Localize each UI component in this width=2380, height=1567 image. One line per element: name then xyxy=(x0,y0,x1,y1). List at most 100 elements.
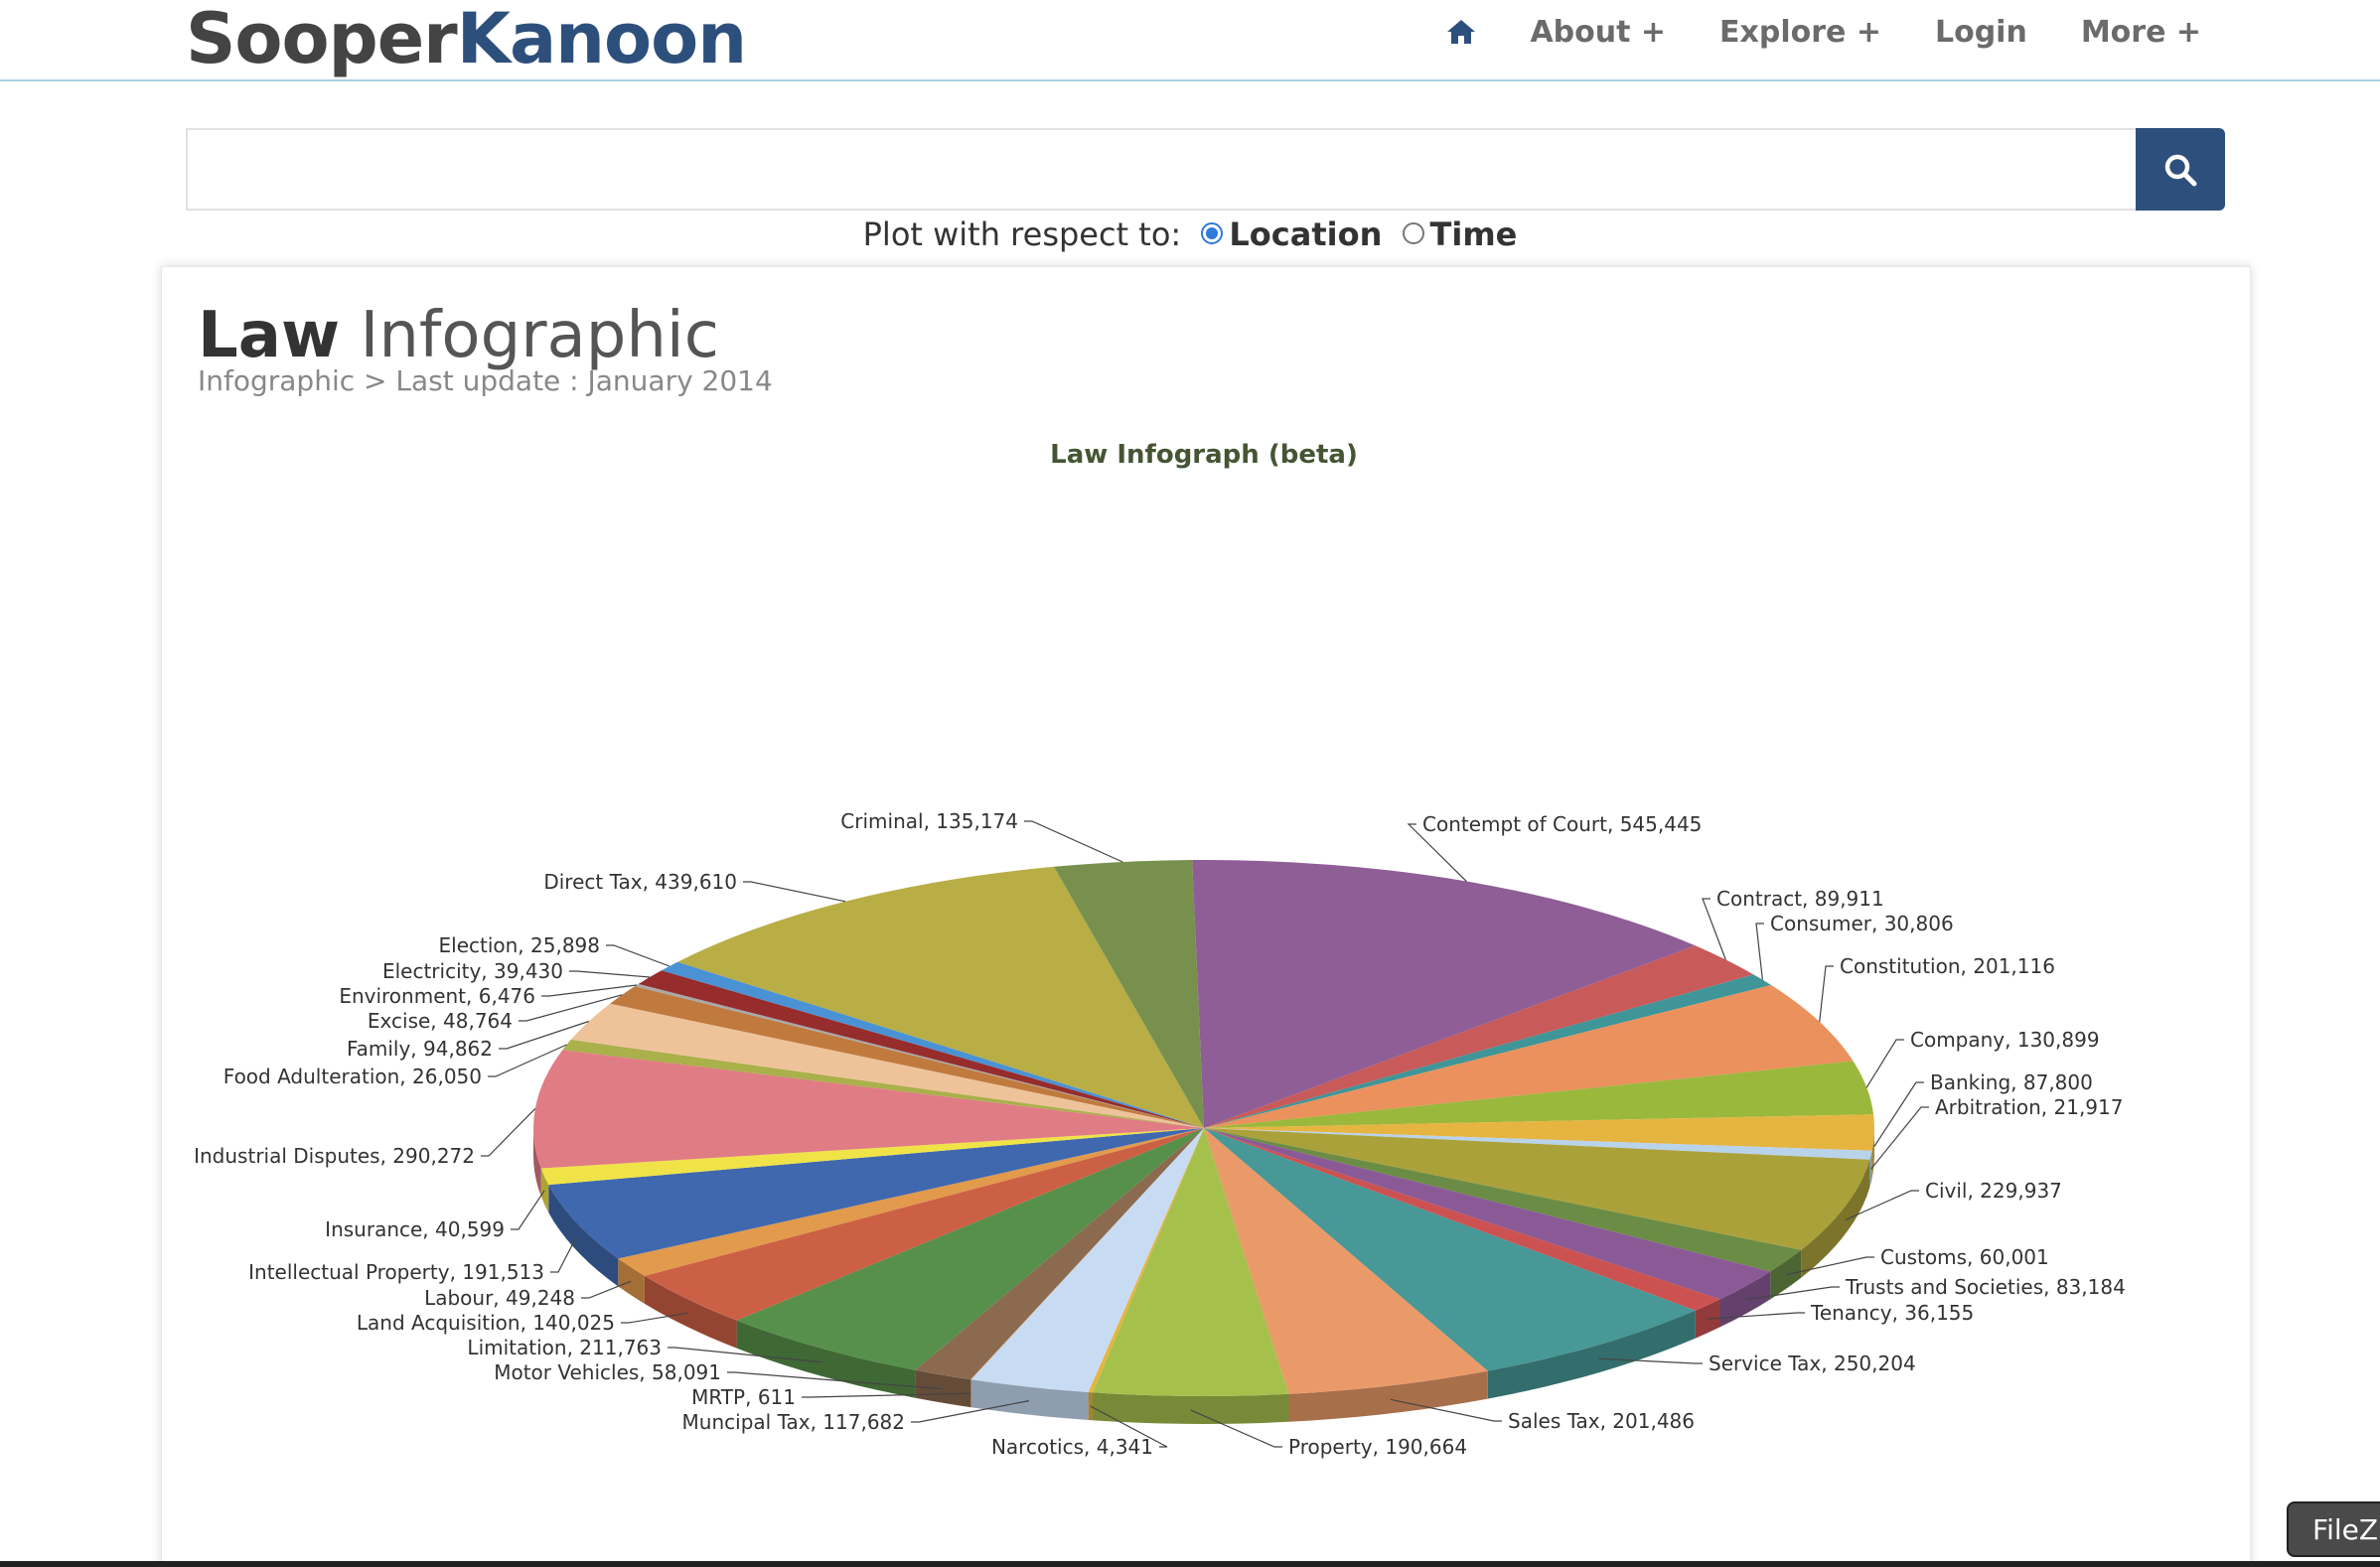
plot-label: Plot with respect to: xyxy=(862,215,1182,253)
pie-slice-constitution[interactable] xyxy=(1204,985,1854,1128)
nav-home[interactable] xyxy=(1446,14,1476,50)
pie-side-civil xyxy=(1801,1159,1870,1278)
search-button[interactable] xyxy=(2136,128,2225,211)
pie-slice-company[interactable] xyxy=(1204,1061,1874,1129)
pie-label-connector xyxy=(481,1107,536,1157)
pie-label-family: Family, 94,862 xyxy=(347,1037,493,1061)
pie-label-connector xyxy=(519,994,623,1022)
pie-slice-labour[interactable] xyxy=(618,1128,1204,1276)
nav-explore[interactable]: Explore + xyxy=(1719,14,1881,50)
pie-slice-service-tax[interactable] xyxy=(1204,1128,1696,1371)
pie-labels: Contempt of Court, 545,445 Contract, 89,9… xyxy=(194,809,2126,1459)
pie-slice-excise[interactable] xyxy=(610,986,1204,1128)
pie-slice-limitation[interactable] xyxy=(736,1128,1204,1370)
pie-label-excise: Excise, 48,764 xyxy=(368,1009,513,1033)
pie-slice-contempt-of-court[interactable] xyxy=(1192,859,1696,1128)
pie-label-customs: Customs, 60,001 xyxy=(1880,1245,2049,1269)
pie-label-insurance: Insurance, 40,599 xyxy=(325,1217,505,1241)
pie-slice-election[interactable] xyxy=(661,961,1204,1128)
pie-slice-consumer[interactable] xyxy=(1204,974,1772,1128)
pie-side-property xyxy=(1093,1392,1289,1424)
pie-label-arbitration: Arbitration, 21,917 xyxy=(1935,1095,2123,1119)
site-logo[interactable]: SooperKanoon xyxy=(186,0,747,79)
pie-slice-sales-tax[interactable] xyxy=(1204,1128,1488,1394)
page-subtitle: Infographic > Last update : January 2014 xyxy=(198,364,773,397)
logo-part-2: Kanoon xyxy=(456,0,747,79)
pie-label-company: Company, 130,899 xyxy=(1910,1028,2100,1052)
pie-label-connector xyxy=(1865,1039,1904,1088)
pie-slice-mrtp[interactable] xyxy=(970,1128,1204,1380)
pie-label-connector xyxy=(1786,1256,1874,1276)
pie-label-connector xyxy=(606,944,670,967)
pie-side-muncipal-tax xyxy=(970,1379,1089,1420)
pie-slice-arbitration[interactable] xyxy=(1204,1128,1872,1160)
pie-side-limitation xyxy=(736,1320,916,1398)
pie-side-land-acquisition xyxy=(644,1275,737,1349)
pie-label-connector xyxy=(1845,1190,1919,1221)
pie-slice-banking[interactable] xyxy=(1204,1114,1874,1151)
pie-slice-intellectual-property[interactable] xyxy=(548,1128,1204,1259)
pie-side-service-tax xyxy=(1487,1310,1696,1399)
pie-label-connector xyxy=(1390,1398,1502,1422)
time-radio[interactable] xyxy=(1402,222,1424,244)
pie-side-industrial-disputes xyxy=(533,1128,541,1197)
pie-slice-civil[interactable] xyxy=(1204,1128,1870,1250)
pie-slice-muncipal-tax[interactable] xyxy=(970,1128,1204,1392)
pie-label-trusts-and-societies: Trusts and Societies, 83,184 xyxy=(1845,1275,2126,1299)
pie-label-connector xyxy=(1870,1106,1929,1170)
pie-slice-narcotics[interactable] xyxy=(1088,1128,1204,1393)
pie-slice-tenancy[interactable] xyxy=(1204,1128,1720,1311)
pie-label-banking: Banking, 87,800 xyxy=(1930,1070,2093,1094)
plot-options: Plot with respect to: Location Time xyxy=(0,213,2380,256)
pie-slice-property[interactable] xyxy=(1093,1128,1289,1397)
location-label[interactable]: Location xyxy=(1229,215,1383,253)
chart-title: Law Infograph (beta) xyxy=(1050,440,1358,470)
pie-side-arbitration xyxy=(1869,1150,1872,1188)
location-radio[interactable] xyxy=(1201,222,1224,244)
pie-label-contract: Contract, 89,911 xyxy=(1716,887,1884,911)
pie-label-motor-vehicles: Motor Vehicles, 58,091 xyxy=(494,1360,721,1384)
nav-about[interactable]: About + xyxy=(1530,14,1667,50)
pie-label-connector xyxy=(911,1400,1030,1423)
pie-label-connector xyxy=(1755,923,1764,980)
pie-side-customs xyxy=(1770,1249,1802,1300)
search-input[interactable] xyxy=(186,128,2137,211)
nav-login[interactable]: Login xyxy=(1934,14,2027,50)
pie-label-narcotics: Narcotics, 4,341 xyxy=(991,1435,1153,1459)
pie-label-connector xyxy=(1090,1405,1168,1448)
pie-slice-food-adulteration[interactable] xyxy=(562,1039,1204,1128)
pie-label-contempt-of-court: Contempt of Court, 545,445 xyxy=(1422,812,1702,836)
pie-slice-trusts-and-societies[interactable] xyxy=(1204,1128,1771,1300)
pie-label-service-tax: Service Tax, 250,204 xyxy=(1709,1352,1916,1375)
pie-slice-family[interactable] xyxy=(570,1003,1204,1128)
pie-label-sales-tax: Sales Tax, 201,486 xyxy=(1508,1409,1695,1433)
pie-label-connector xyxy=(1407,823,1467,883)
pie-slice-criminal[interactable] xyxy=(1054,860,1204,1128)
filezilla-taskbar-button[interactable]: FileZilla xyxy=(2287,1501,2380,1557)
pie-slice-environment[interactable] xyxy=(635,983,1204,1128)
pie-side-sales-tax xyxy=(1288,1370,1488,1422)
pie-label-tenancy: Tenancy, 36,155 xyxy=(1810,1301,1974,1325)
pie-label-connector xyxy=(1708,1312,1805,1320)
main-nav: About + Explore + Login More + xyxy=(1393,14,2201,50)
home-icon xyxy=(1447,20,1476,44)
pie-label-labour: Labour, 49,248 xyxy=(424,1286,575,1310)
pie-label-constitution: Constitution, 201,116 xyxy=(1840,954,2055,978)
page-title: Law Infographic xyxy=(198,301,719,370)
pie-slice-electricity[interactable] xyxy=(638,970,1204,1128)
time-label[interactable]: Time xyxy=(1429,215,1518,253)
pie-label-connector xyxy=(1190,1409,1282,1448)
pie-slice-land-acquisition[interactable] xyxy=(644,1128,1204,1321)
pie-slice-direct-tax[interactable] xyxy=(677,866,1204,1128)
pie-label-industrial-disputes: Industrial Disputes, 290,272 xyxy=(194,1144,475,1168)
pie-slice-insurance[interactable] xyxy=(540,1128,1204,1186)
pie-label-civil: Civil, 229,937 xyxy=(1925,1179,2062,1203)
pie-slice-motor-vehicles[interactable] xyxy=(915,1128,1204,1380)
pie-label-connector xyxy=(743,881,846,903)
nav-more[interactable]: More + xyxy=(2080,14,2201,50)
pie-label-connector xyxy=(511,1190,545,1230)
pie-slice-industrial-disputes[interactable] xyxy=(533,1050,1204,1169)
pie-slice-contract[interactable] xyxy=(1204,945,1754,1128)
pie-slice-customs[interactable] xyxy=(1204,1128,1802,1272)
pie-label-connector xyxy=(1745,1286,1840,1301)
